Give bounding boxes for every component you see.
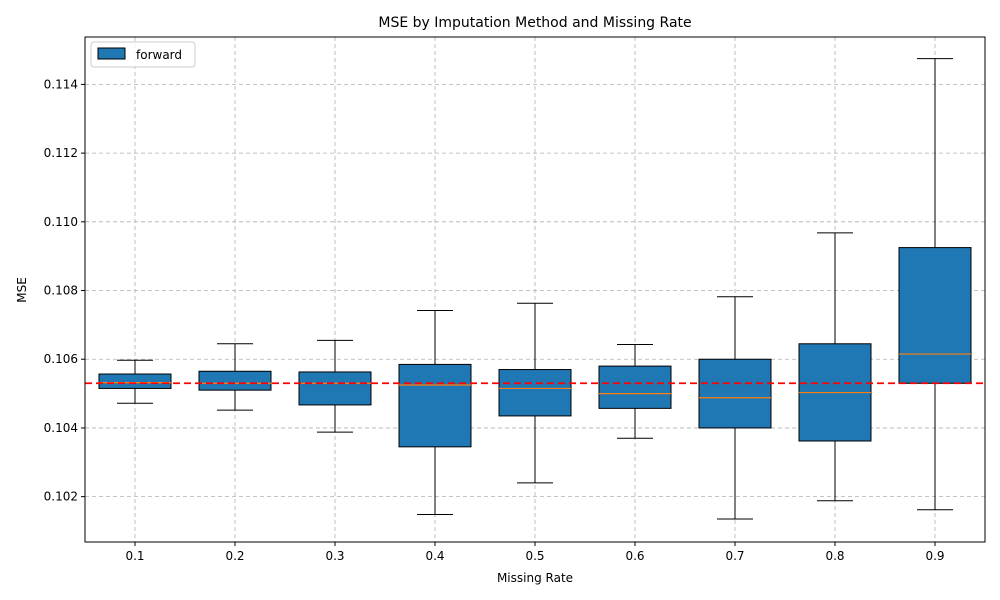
box-0.9 [898,58,972,511]
legend-swatch [97,47,126,60]
x-tick-label: 0.7 [725,549,744,563]
y-tick-label: 0.110 [44,215,78,229]
x-axis-label: Missing Rate [497,571,573,585]
box-body [598,365,672,409]
legend: forward [90,41,196,68]
box-0.3 [298,339,372,433]
legend-label: forward [136,48,182,62]
box-0.4 [398,309,472,516]
box-body [98,373,172,389]
axes: 0.1 0.2 0.3 0.4 0.5 0.6 0.7 0.8 0.9 0.102 0.104 0.1… [44,77,945,563]
box-body [698,358,772,429]
box-body [298,371,372,406]
x-tick-label: 0.4 [425,549,444,563]
box-body [198,370,272,391]
x-tick-label: 0.1 [125,549,144,563]
box-0.7 [698,296,772,520]
box-body [898,247,972,384]
box-body [398,363,472,448]
x-tick-label: 0.8 [825,549,844,563]
box-0.2 [198,343,272,411]
box-0.8 [798,232,872,502]
y-tick-label: 0.102 [44,490,78,504]
x-tick-label: 0.3 [325,549,344,563]
y-tick-label: 0.104 [44,421,78,435]
x-tick-label: 0.2 [225,549,244,563]
box-body [498,369,572,417]
y-tick-label: 0.108 [44,284,78,298]
y-axis-label: MSE [15,277,29,303]
boxes [98,58,972,520]
box-0.5 [498,302,572,484]
box-0.6 [598,343,672,439]
x-tick-label: 0.5 [525,549,544,563]
y-tick-label: 0.106 [44,352,78,366]
y-tick-label: 0.112 [44,146,78,160]
x-tick-label: 0.9 [925,549,944,563]
chart-title: MSE by Imputation Method and Missing Rat… [378,15,691,31]
x-tick-label: 0.6 [625,549,644,563]
y-tick-label: 0.114 [44,77,78,91]
